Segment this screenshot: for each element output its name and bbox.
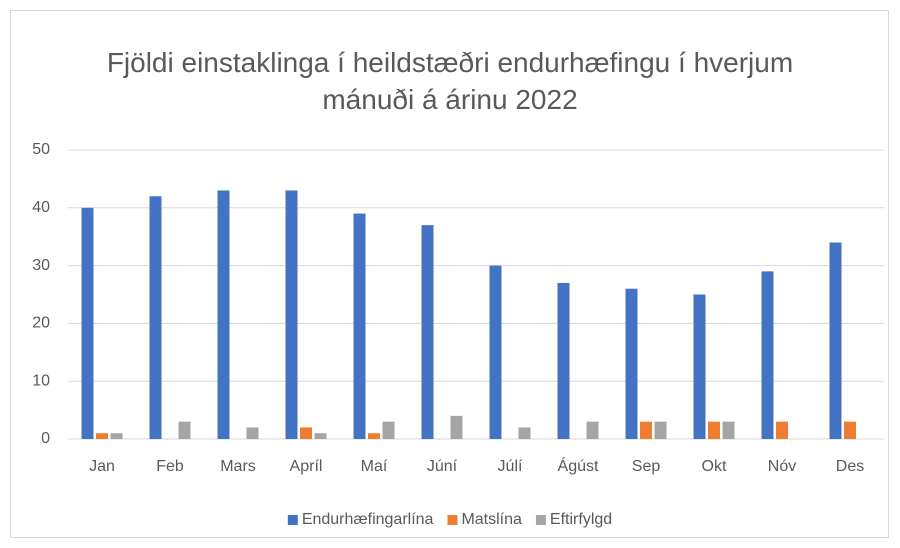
bar: [518, 427, 531, 439]
legend-label: Eftirfylgd: [550, 511, 612, 528]
legend-swatch: [447, 515, 458, 525]
legend-swatch: [287, 515, 298, 525]
bar: [586, 421, 599, 439]
bar: [450, 415, 463, 439]
y-tick-label: 10: [32, 372, 50, 389]
bar: [708, 421, 720, 439]
bar: [489, 265, 502, 439]
legend-label: Matslína: [461, 511, 522, 528]
bar: [178, 421, 191, 439]
chart-title: Fjöldi einstaklinga í heildstæðri endurh…: [106, 47, 794, 115]
x-tick-label: Júní: [427, 458, 458, 475]
bar: [421, 225, 434, 439]
bar: [654, 421, 667, 439]
x-tick-label: Des: [836, 458, 864, 475]
x-tick-label: Júlí: [498, 458, 523, 475]
y-tick-label: 0: [41, 430, 50, 447]
bar: [314, 433, 327, 439]
x-tick-label: Maí: [361, 458, 388, 475]
bar: [693, 294, 706, 439]
y-tick-label: 40: [32, 199, 50, 216]
bar: [217, 190, 230, 439]
bar: [246, 427, 259, 439]
bar: [110, 433, 123, 439]
legend-swatch: [535, 515, 546, 525]
bar: [382, 421, 395, 439]
bar: [776, 421, 788, 439]
bar: [761, 271, 774, 439]
bar: [353, 213, 366, 439]
bar: [81, 207, 94, 439]
bar: [368, 433, 380, 439]
bar: [640, 421, 652, 439]
y-tick-label: 50: [32, 141, 50, 158]
y-tick-label: 20: [32, 315, 50, 332]
y-tick-label: 30: [32, 257, 50, 274]
x-tick-label: Jan: [89, 458, 115, 475]
bar: [285, 190, 298, 439]
bar: [625, 288, 638, 439]
bar: [844, 421, 856, 439]
bar: [557, 282, 570, 439]
x-tick-label: Apríl: [290, 458, 323, 475]
bar: [722, 421, 735, 439]
x-tick-label: Mars: [220, 458, 256, 475]
x-tick-label: Feb: [156, 458, 184, 475]
x-tick-label: Ágúst: [558, 456, 599, 475]
x-tick-label: Sep: [632, 458, 661, 475]
bar: [149, 196, 162, 439]
x-tick-label: Nóv: [768, 458, 796, 475]
legend-label: Endurhæfingarlína: [302, 511, 434, 528]
bar: [96, 433, 108, 439]
x-tick-label: Okt: [702, 458, 727, 475]
bar: [829, 242, 842, 439]
bar: [300, 427, 312, 439]
